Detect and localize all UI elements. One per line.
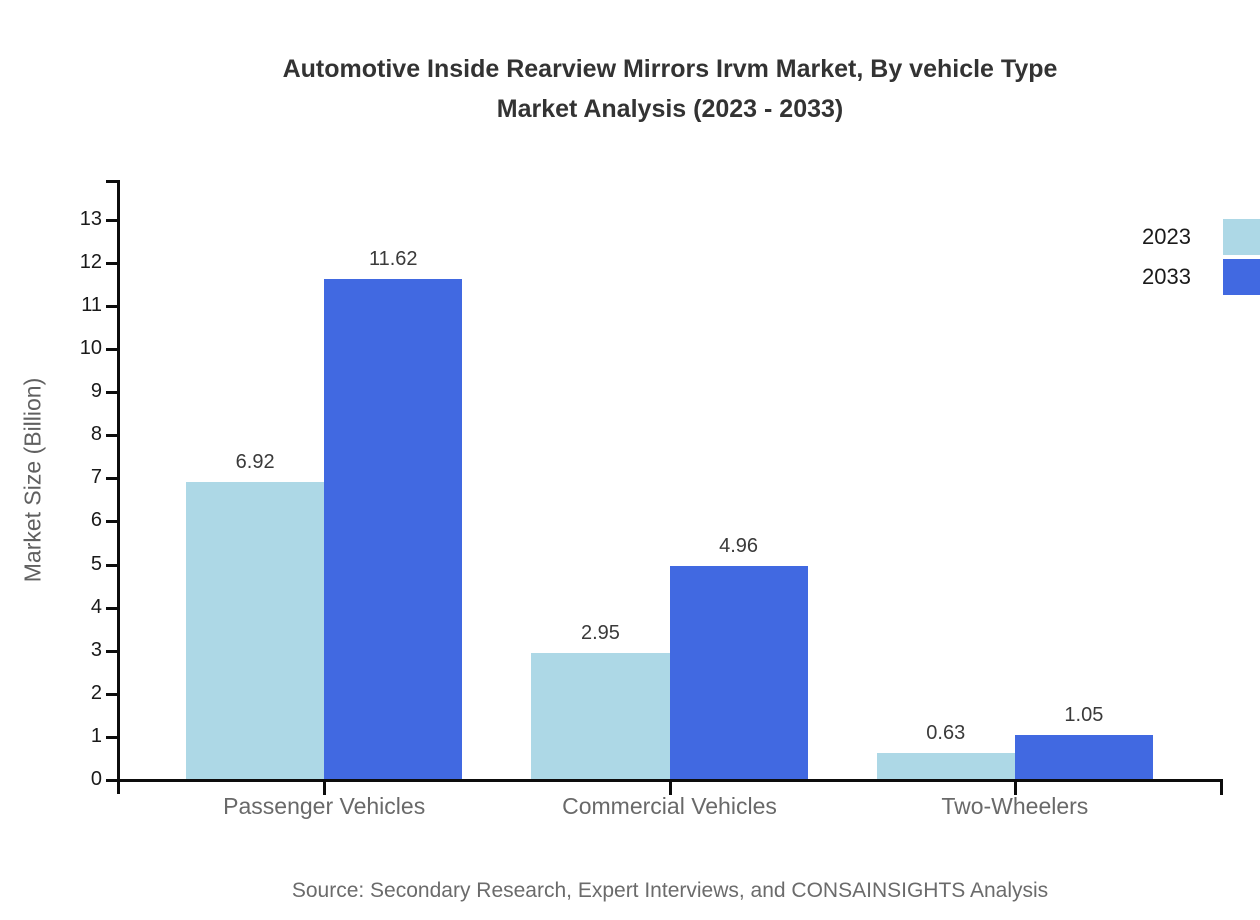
y-tick — [106, 692, 117, 696]
y-tick-label: 10 — [79, 337, 102, 359]
bar-2033-commercial-vehicles — [669, 566, 808, 779]
y-tick — [106, 477, 117, 481]
y-tick — [106, 649, 117, 653]
y-tick-label: 8 — [90, 423, 102, 446]
category-label-commercial-vehicles: Commercial Vehicles — [562, 793, 777, 819]
y-tick — [106, 348, 117, 351]
y-tick-label: 4 — [90, 595, 102, 618]
legend-row-2023: 2023 — [1142, 219, 1260, 255]
source-note: Source: Secondary Research, Expert Inter… — [291, 879, 1049, 902]
y-tick — [106, 563, 117, 567]
chart-title-line1: Automotive Inside Rearview Mirrors Irvm … — [282, 55, 1058, 83]
x-tick — [1013, 779, 1017, 795]
y-tick-label: 1 — [90, 724, 102, 747]
y-axis-end-cap — [106, 180, 117, 183]
y-tick — [106, 606, 117, 610]
y-tick-label: 5 — [90, 552, 102, 575]
y-tick-label: 6 — [90, 509, 102, 532]
value-label-2023-two-wheelers: 0.63 — [926, 721, 966, 744]
y-tick-label: 3 — [90, 638, 102, 661]
y-tick — [106, 434, 117, 438]
y-tick-label: 7 — [90, 466, 102, 489]
legend-label-2033: 2033 — [1142, 264, 1191, 289]
value-label-2023-passenger-vehicles: 6.92 — [235, 450, 275, 473]
x-tick — [668, 779, 672, 795]
y-tick — [106, 779, 117, 782]
bar-2033-two-wheelers — [1014, 734, 1153, 779]
bar-2023-two-wheelers — [876, 752, 1015, 779]
bar-2033-passenger-vehicles — [324, 279, 463, 779]
y-tick — [106, 735, 117, 739]
y-tick-label: 2 — [90, 681, 102, 704]
value-label-2033-passenger-vehicles: 11.62 — [368, 248, 418, 271]
chart-title-line2: Market Analysis (2023 - 2033) — [496, 95, 844, 123]
chart-title: Automotive Inside Rearview Mirrors Irvm … — [80, 49, 1260, 129]
y-tick-label: 13 — [79, 207, 102, 230]
category-label-passenger-vehicles: Passenger Vehicles — [223, 793, 426, 819]
legend-label-2023: 2023 — [1142, 224, 1191, 249]
y-tick — [106, 520, 117, 524]
y-tick-label: 11 — [81, 293, 102, 316]
x-axis-end-cap — [1220, 779, 1223, 795]
value-label-2023-commercial-vehicles: 2.95 — [580, 621, 620, 644]
bar-2023-commercial-vehicles — [531, 652, 670, 779]
y-tick-label: 12 — [79, 250, 102, 273]
legend-swatch-2023 — [1223, 219, 1260, 255]
y-axis-spine — [117, 180, 120, 794]
y-tick-label: 0 — [90, 768, 102, 790]
y-tick — [106, 261, 117, 265]
legend-swatch-2033 — [1223, 259, 1260, 295]
y-tick — [106, 391, 117, 395]
value-label-2033-commercial-vehicles: 4.96 — [719, 535, 759, 558]
x-tick — [323, 779, 327, 795]
y-tick-label: 9 — [90, 380, 102, 403]
y-tick — [106, 218, 117, 222]
value-label-2033-two-wheelers: 1.05 — [1064, 703, 1104, 726]
legend: 2023 2033 — [1142, 219, 1260, 299]
bar-2023-passenger-vehicles — [186, 481, 325, 779]
legend-row-2033: 2033 — [1142, 259, 1260, 295]
category-label-two-wheelers: Two-Wheelers — [941, 793, 1089, 819]
y-tick — [106, 304, 117, 308]
